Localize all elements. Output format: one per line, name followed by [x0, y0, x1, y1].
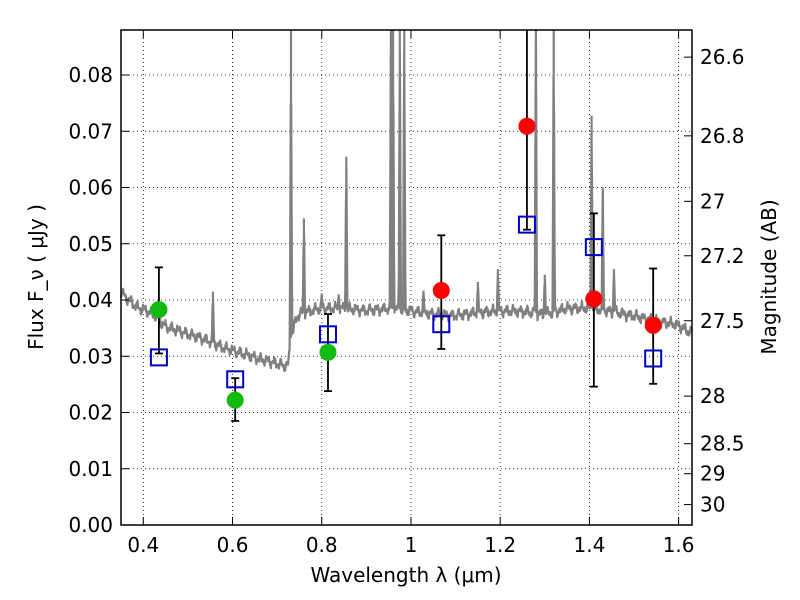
square-marker [149, 348, 168, 367]
x-tick-label: 1 [405, 533, 418, 557]
right-axis-ticks: 26.6 26.8 27 27.2 27.5 28 28.5 29 30 [684, 45, 745, 517]
right-tick-label: 27 [700, 189, 725, 213]
y-tick-label: 0.00 [68, 513, 113, 537]
circle-marker [432, 281, 450, 299]
right-tick-label: 27.5 [700, 309, 745, 333]
y-tick-label: 0.01 [68, 457, 113, 481]
square-marker [517, 215, 536, 234]
right-tick-label: 30 [700, 493, 725, 517]
right-tick-label: 27.2 [700, 244, 745, 268]
circle-marker [644, 316, 662, 334]
model-spectrum-line [119, 28, 693, 373]
circle-marker [518, 117, 536, 135]
x-tick-label: 1.4 [573, 533, 605, 557]
plot-background [121, 30, 692, 525]
data-markers [149, 117, 663, 409]
right-tick-label: 26.8 [700, 124, 745, 148]
x-tick-label: 0.6 [217, 533, 249, 557]
right-tick-label: 26.6 [700, 45, 745, 69]
plot-frame [120, 29, 693, 526]
square-marker [432, 315, 451, 334]
x-tick-label: 0.4 [127, 533, 159, 557]
x-tick-label: 1.6 [663, 533, 695, 557]
x-axis-ticks: 0.4 0.6 0.8 1 1.2 1.4 1.6 [127, 30, 695, 557]
x-tick-label: 1.2 [484, 533, 516, 557]
y-tick-label: 0.08 [68, 63, 113, 87]
circle-marker [585, 290, 603, 308]
y-tick-label: 0.07 [68, 119, 113, 143]
x-axis-label: Wavelength λ (μm) [310, 563, 501, 587]
circle-marker [319, 343, 337, 361]
right-tick-label: 28 [700, 384, 725, 408]
right-tick-label: 28.5 [700, 432, 745, 456]
x-tick-label: 0.8 [306, 533, 338, 557]
circle-marker [226, 391, 244, 409]
y-tick-label: 0.04 [68, 288, 113, 312]
y-axis-ticks: 0.00 0.01 0.02 0.03 0.04 0.05 0.06 0.07 0.08 [68, 63, 129, 537]
square-marker [226, 370, 245, 389]
model-spectrum [119, 28, 693, 373]
square-marker [318, 325, 337, 344]
y-tick-label: 0.03 [68, 344, 113, 368]
square-marker [644, 349, 663, 368]
square-marker [584, 238, 603, 257]
y-tick-label: 0.06 [68, 176, 113, 200]
right-tick-label: 29 [700, 462, 725, 486]
y-tick-label: 0.05 [68, 232, 113, 256]
right-axis-label: Magnitude (AB) [757, 199, 781, 354]
circle-marker [150, 301, 168, 319]
plot-area [119, 28, 693, 526]
y-axis-label: Flux F_ν ( μJy ) [24, 204, 48, 350]
y-tick-label: 0.02 [68, 401, 113, 425]
grid [121, 30, 692, 525]
